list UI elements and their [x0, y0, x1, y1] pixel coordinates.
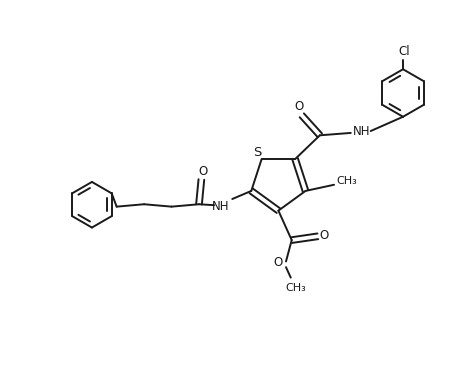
Text: O: O	[295, 100, 304, 113]
Text: O: O	[273, 256, 282, 269]
Text: NH: NH	[352, 124, 370, 138]
Text: S: S	[253, 146, 261, 159]
Text: O: O	[320, 229, 329, 242]
Text: O: O	[198, 165, 207, 178]
Text: Cl: Cl	[399, 45, 410, 58]
Text: CH₃: CH₃	[336, 176, 357, 186]
Text: NH: NH	[212, 200, 229, 213]
Text: CH₃: CH₃	[285, 283, 306, 293]
